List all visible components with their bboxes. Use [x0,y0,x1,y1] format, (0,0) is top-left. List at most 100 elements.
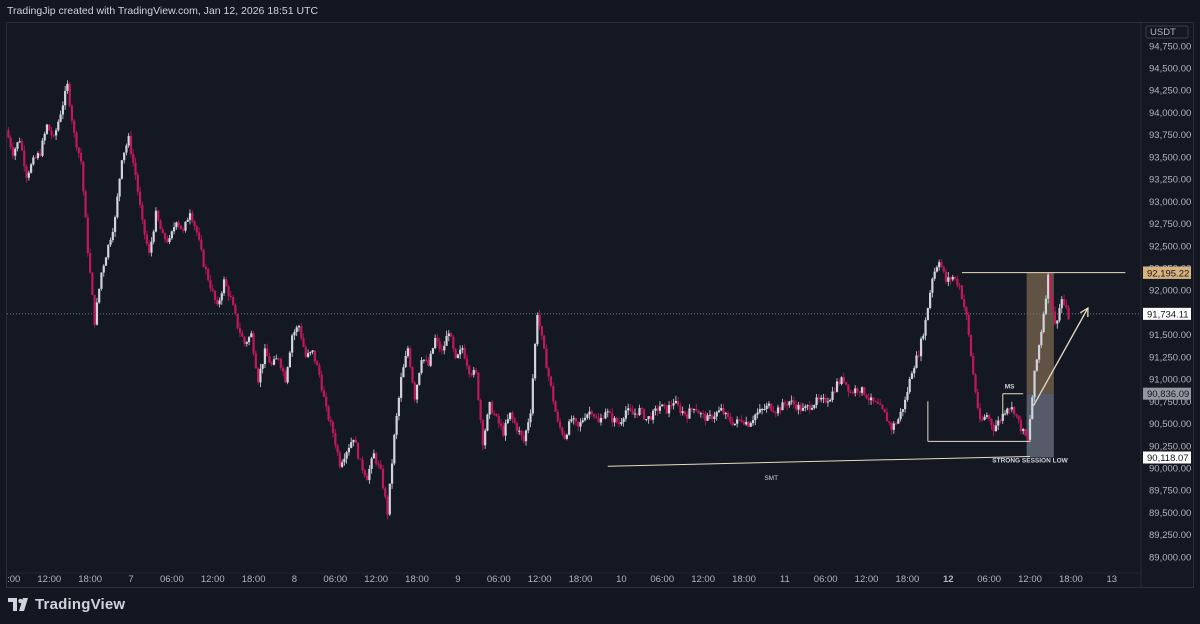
candle-body [867,398,870,401]
candle-body [9,137,12,148]
candle-body [724,412,727,415]
chart-panel[interactable]: SMT STRONG SESSION LOW MS USDT 94,750.00 94,5… [6,22,1194,588]
candle-body [25,166,28,178]
candle-body [595,416,598,418]
candle-body [910,373,914,380]
candle-body [711,414,714,420]
candle-body [756,412,759,415]
candle-body [434,338,437,349]
candle-body [799,404,802,411]
candle-body [277,358,280,360]
price-tag-label: 92,195.22 [1147,268,1189,279]
candle-body [967,314,970,336]
candle-body [527,422,530,431]
candle-body [919,338,923,357]
candle-body [184,221,187,231]
candle-body [636,413,639,416]
candle-body [688,408,691,419]
candle-body [997,420,1000,426]
candle-body [1051,296,1054,312]
candle-body [722,408,725,415]
candle-body [772,410,775,413]
candle-body [193,221,196,227]
candle-body [61,105,64,115]
candle-body [972,356,975,375]
candle-body [104,257,108,266]
candle-body [529,413,532,423]
currency-box[interactable] [1145,25,1189,39]
candle-body [745,421,748,425]
candle-body [102,265,105,273]
candle-body [524,430,528,442]
candle-body [179,225,183,230]
candle-body [1001,413,1004,421]
candle-body [272,359,276,365]
candle-body [304,346,307,357]
candle-body [334,433,337,446]
x-tick-label: 8 [292,574,297,585]
brand-logo[interactable]: TradingView [8,596,125,613]
price-axis[interactable] [1141,23,1193,587]
candle-body [804,406,807,409]
candle-body [999,420,1002,422]
candle-body [747,421,750,427]
candle-body [572,418,575,420]
candle-body [220,293,223,301]
candle-body [309,352,312,354]
candle-body [359,458,362,460]
candle-body [1040,332,1043,346]
candle-body [561,427,564,435]
candle-body [329,419,332,422]
candle-body [842,377,845,382]
x-tick-label: 18:00 [1059,574,1083,585]
candle-body [227,286,230,297]
candle-body [154,210,158,232]
candle-body [652,410,655,420]
tradingview-logo-icon [8,597,28,611]
candle-body [677,400,680,406]
candle-body [833,391,836,393]
candle-body [200,239,203,250]
candle-body [588,411,591,415]
candle-body [695,408,698,411]
candle-body [375,453,378,464]
candle-body [229,296,232,298]
candle-body [951,276,954,280]
candle-body [785,404,789,406]
candle-body [760,409,764,411]
candle-body [1017,415,1020,420]
candle-body [159,220,162,230]
annotation-strong-session-low: STRONG SESSION LOW [992,458,1068,465]
candle-body [899,411,902,420]
candle-body [438,341,441,350]
y-tick-label: 93,500.00 [1149,152,1191,163]
candle-body [34,157,37,159]
candle-body [393,434,396,464]
candle-body [751,420,755,424]
candle-body [288,352,291,368]
y-tick-label: 93,750.00 [1149,130,1191,141]
candle-body [311,350,314,353]
price-tag-label: 90,836.09 [1147,389,1189,400]
candle-body [608,411,612,414]
candle-body [11,147,15,156]
candle-body [168,238,171,242]
candle-body [234,305,237,314]
candle-body [631,410,634,415]
brand-name: TradingView [35,596,126,613]
candle-body [981,419,984,421]
candle-body [218,300,221,305]
candle-body [100,272,103,289]
candle-body [904,399,907,410]
candle-body [736,419,739,424]
candle-body [1022,429,1025,432]
candle-body [16,142,19,149]
price-chart[interactable]: SMT STRONG SESSION LOW MS USDT 94,750.00 94,5… [7,23,1193,587]
candle-body [454,348,457,358]
y-tick-label: 90,750.00 [1149,397,1191,408]
candle-body [64,90,67,106]
candle-body [872,397,875,402]
candle-body [656,408,659,411]
candle-body [715,412,718,417]
candle-body [293,332,296,336]
